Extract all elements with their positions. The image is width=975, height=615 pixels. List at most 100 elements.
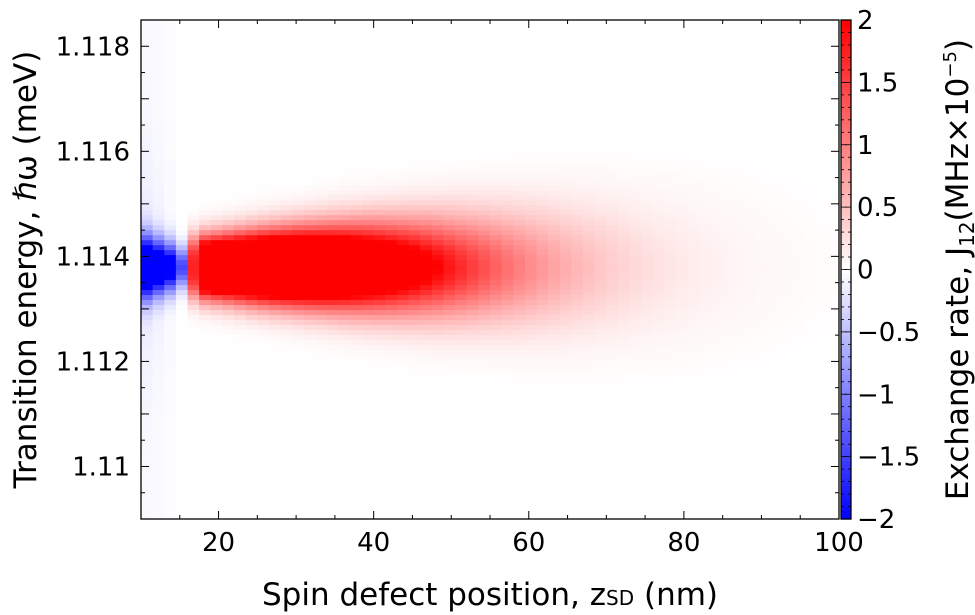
heatmap-cell	[699, 20, 712, 26]
heatmap-cell	[420, 354, 433, 360]
heatmap-cell	[234, 429, 247, 435]
heatmap-cell	[268, 244, 282, 251]
heatmap-cell	[478, 84, 491, 91]
heatmap-cell	[583, 199, 596, 206]
heatmap-cell	[199, 319, 212, 325]
heatmap-cell	[303, 454, 317, 460]
heatmap-cell	[222, 449, 235, 455]
heatmap-cell	[443, 144, 456, 151]
heatmap-cell	[455, 339, 468, 345]
heatmap-cell	[652, 484, 666, 490]
heatmap-cell	[187, 479, 200, 485]
heatmap-cell	[420, 509, 433, 515]
heatmap-cell	[280, 64, 293, 71]
heatmap-cell	[268, 294, 282, 301]
heatmap-cell	[385, 359, 398, 365]
heatmap-cell	[455, 489, 468, 495]
heatmap-cell	[315, 129, 328, 136]
heatmap-cell	[152, 94, 165, 101]
heatmap-cell	[420, 274, 433, 281]
heatmap-cell	[303, 219, 317, 226]
heatmap-cell	[245, 374, 258, 380]
heatmap-cell	[152, 479, 165, 485]
heatmap-cell	[373, 34, 386, 41]
heatmap-cell	[280, 464, 293, 470]
heatmap-cell	[478, 109, 491, 116]
heatmap-cell	[594, 20, 607, 26]
heatmap-cell	[280, 474, 293, 480]
heatmap-cell	[292, 459, 305, 465]
heatmap-cell	[234, 319, 247, 325]
heatmap-cell	[408, 399, 421, 405]
heatmap-cell	[524, 104, 538, 111]
heatmap-cell	[687, 419, 700, 425]
heatmap-cell	[641, 184, 654, 191]
heatmap-cell	[385, 454, 398, 460]
heatmap-cell	[280, 159, 293, 166]
heatmap-cell	[652, 474, 666, 480]
heatmap-cell	[152, 259, 165, 266]
heatmap-cell	[455, 109, 468, 116]
heatmap-cell	[199, 294, 212, 301]
heatmap-cell	[350, 49, 363, 56]
heatmap-cell	[617, 194, 631, 201]
heatmap-cell	[606, 209, 619, 216]
heatmap-cell	[629, 64, 642, 71]
heatmap-cell	[420, 164, 433, 171]
heatmap-cell	[501, 84, 514, 91]
heatmap-cell	[152, 274, 165, 281]
heatmap-cell	[292, 329, 305, 335]
heatmap-cell	[268, 224, 282, 231]
heatmap-cell	[687, 34, 700, 41]
heatmap-cell	[362, 194, 375, 201]
heatmap-cell	[222, 469, 235, 475]
heatmap-cell	[175, 49, 189, 56]
heatmap-cell	[594, 444, 607, 450]
heatmap-cell	[315, 164, 328, 171]
heatmap-cell	[443, 194, 456, 201]
heatmap-cell	[268, 99, 282, 106]
heatmap-cell	[396, 124, 410, 131]
heatmap-cell	[443, 84, 456, 91]
heatmap-cell	[141, 314, 154, 320]
heatmap-cell	[327, 394, 340, 400]
heatmap-cell	[629, 489, 642, 495]
heatmap-cell	[362, 259, 375, 266]
heatmap-cell	[222, 20, 235, 26]
heatmap-cell	[280, 304, 293, 311]
heatmap-cell	[478, 154, 491, 161]
heatmap-cell	[210, 334, 224, 340]
heatmap-cell	[548, 20, 561, 26]
heatmap-cell	[187, 339, 200, 345]
heatmap-cell	[350, 424, 363, 430]
heatmap-cell	[687, 124, 700, 131]
heatmap-cell	[268, 464, 282, 470]
heatmap-cell	[292, 189, 305, 196]
heatmap-cell	[175, 239, 189, 246]
heatmap-cell	[455, 494, 468, 500]
heatmap-cell	[443, 79, 456, 86]
heatmap-cell	[559, 244, 573, 251]
heatmap-cell	[501, 289, 514, 296]
heatmap-cell	[583, 99, 596, 106]
heatmap-cell	[245, 224, 258, 231]
heatmap-cell	[699, 324, 712, 330]
heatmap-cell	[315, 349, 328, 355]
heatmap-cell	[490, 454, 503, 460]
heatmap-cell	[373, 20, 386, 26]
heatmap-cell	[513, 494, 526, 500]
heatmap-cell	[536, 339, 549, 345]
heatmap-cell	[350, 354, 363, 360]
heatmap-cell	[373, 79, 386, 86]
heatmap-cell	[501, 69, 514, 76]
heatmap-cell	[629, 164, 642, 171]
heatmap-cell	[524, 284, 538, 291]
heatmap-cell	[431, 309, 445, 316]
heatmap-cell	[466, 504, 479, 510]
heatmap-cell	[594, 119, 607, 126]
heatmap-cell	[455, 179, 468, 186]
heatmap-cell	[152, 159, 165, 166]
heatmap-cell	[327, 489, 340, 495]
heatmap-cell	[385, 89, 398, 96]
heatmap-cell	[327, 439, 340, 445]
